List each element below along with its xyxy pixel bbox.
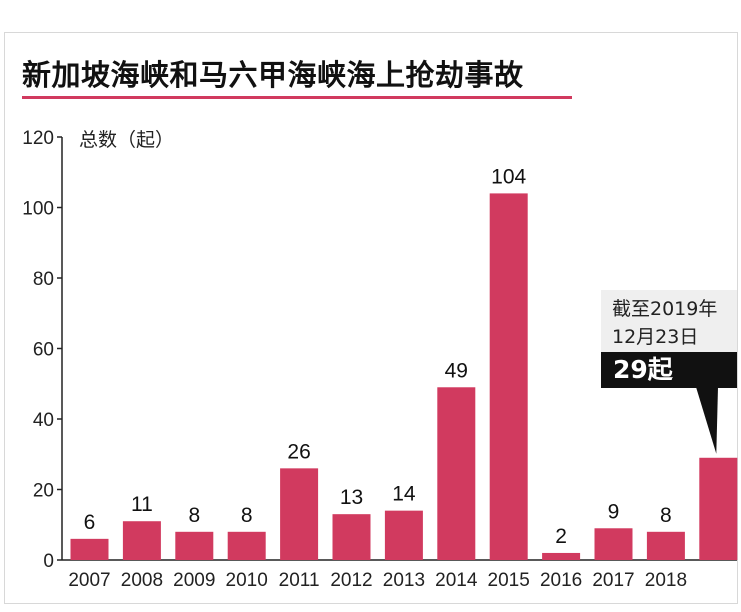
bar (332, 514, 371, 560)
x-tick-label: 2008 (121, 570, 163, 591)
data-label: 49 (445, 359, 468, 382)
y-axis-label: 总数（起） (79, 129, 174, 151)
bar (122, 521, 161, 560)
data-label: 8 (660, 504, 672, 527)
data-label: 13 (340, 486, 363, 509)
bar (437, 387, 476, 560)
bar (489, 193, 528, 560)
data-label: 8 (241, 504, 253, 527)
annotation-line-2: 12月23日 (612, 326, 699, 348)
annotation-pointer (696, 387, 718, 454)
x-tick-label: 2018 (645, 570, 687, 591)
data-label: 2 (555, 525, 567, 548)
chart-title: 新加坡海峡和马六甲海峡海上抢劫事故 (22, 58, 524, 92)
x-tick-label: 2015 (488, 570, 530, 591)
y-tick-label: 40 (33, 410, 54, 431)
bar (542, 552, 581, 560)
x-tick-label: 2012 (330, 570, 372, 591)
bar (594, 528, 633, 560)
data-label: 6 (84, 511, 96, 534)
x-tick-label: 2011 (279, 570, 320, 591)
bar (699, 457, 738, 560)
y-tick-label: 120 (22, 128, 54, 149)
annotation-badge: 29起 (601, 352, 737, 388)
y-tick-label: 20 (33, 481, 54, 502)
x-tick-label: 2014 (435, 570, 478, 591)
y-tick-label: 60 (33, 340, 54, 361)
bar (70, 538, 109, 560)
y-tick-label: 0 (43, 551, 54, 572)
bar (175, 531, 214, 560)
bar (646, 531, 685, 560)
x-tick-label: 2007 (68, 570, 110, 591)
x-tick-label: 2010 (226, 570, 268, 591)
data-label: 8 (188, 504, 200, 527)
y-tick-label: 80 (33, 269, 54, 290)
bar (227, 531, 266, 560)
data-label: 9 (608, 500, 620, 523)
title-underline (22, 96, 572, 99)
bar (280, 468, 319, 560)
y-tick-label: 100 (22, 199, 54, 220)
annotation-line-1: 截至2019年 (612, 298, 718, 320)
x-tick-label: 2016 (540, 570, 582, 591)
x-tick-label: 2009 (173, 570, 215, 591)
data-label: 26 (287, 440, 310, 463)
x-tick-label: 2017 (592, 570, 634, 591)
chart-frame (4, 32, 738, 604)
bar (384, 510, 423, 560)
x-tick-label: 2013 (383, 570, 425, 591)
data-label: 104 (491, 165, 526, 188)
annotation-box (601, 290, 737, 352)
data-label: 11 (131, 493, 153, 516)
data-label: 14 (392, 483, 416, 506)
